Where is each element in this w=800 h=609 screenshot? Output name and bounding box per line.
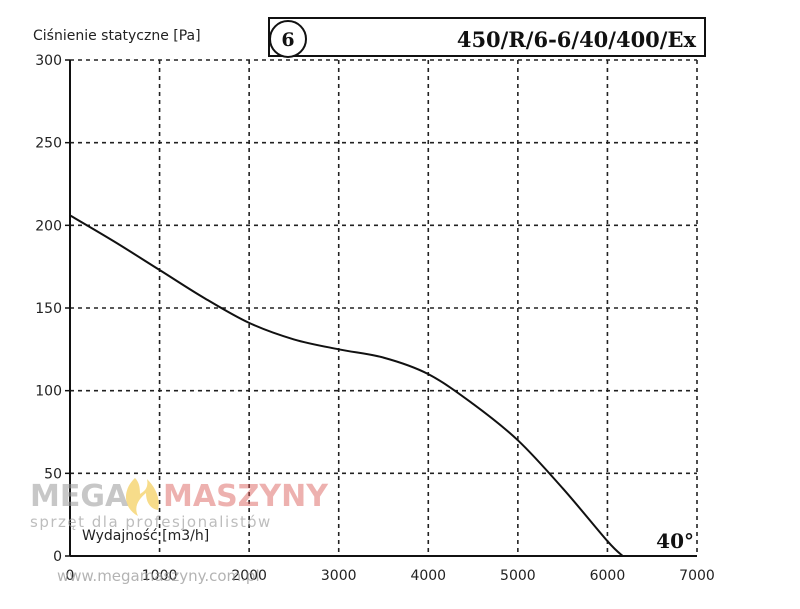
watermark: MEGA MASZYNY sprzęt dla profesjonalistów bbox=[30, 478, 329, 531]
grid-lines bbox=[70, 59, 698, 556]
watermark-url: www.megamaszyny.com.pl bbox=[57, 567, 260, 585]
series-line bbox=[69, 214, 624, 557]
x-tick-label: 4000 bbox=[410, 568, 446, 584]
y-tick-label: 200 bbox=[35, 218, 62, 234]
y-tick-labels: 0 50 100 150 200 250 300 bbox=[35, 53, 70, 565]
model-number-circle bbox=[269, 20, 307, 58]
watermark-brand-right: MASZYNY bbox=[163, 479, 329, 514]
x-tick-label: 7000 bbox=[679, 568, 715, 584]
y-tick-label: 50 bbox=[44, 466, 62, 482]
x-tick-label: 6000 bbox=[590, 568, 626, 584]
model-name: 450/R/6-6/40/400/Ex bbox=[457, 27, 697, 52]
blade-angle-label: 40° bbox=[656, 529, 694, 553]
model-header-box bbox=[268, 17, 706, 57]
y-tick-label: 100 bbox=[35, 384, 62, 400]
x-tick-label: 0 bbox=[66, 568, 75, 584]
x-tick-label: 1000 bbox=[142, 568, 178, 584]
x-tick-label: 3000 bbox=[321, 568, 357, 584]
y-tick-label: 300 bbox=[35, 53, 62, 69]
model-number: 6 bbox=[281, 29, 294, 51]
y-tick-label: 0 bbox=[53, 549, 62, 565]
y-axis-label: Ciśnienie statyczne [Pa] bbox=[33, 28, 201, 44]
watermark-brand-left: MEGA bbox=[30, 479, 129, 514]
x-axis-label: Wydajność [m3/h] bbox=[82, 528, 209, 544]
y-tick-label: 150 bbox=[35, 301, 62, 317]
watermark-tagline: sprzęt dla profesjonalistów bbox=[30, 513, 272, 531]
x-tick-label: 2000 bbox=[231, 568, 267, 584]
y-tick-label: 250 bbox=[35, 136, 62, 152]
flame-icon bbox=[125, 478, 159, 516]
x-tick-labels: 0 1000 2000 3000 4000 5000 6000 7000 bbox=[66, 568, 715, 584]
x-tick-label: 5000 bbox=[500, 568, 536, 584]
